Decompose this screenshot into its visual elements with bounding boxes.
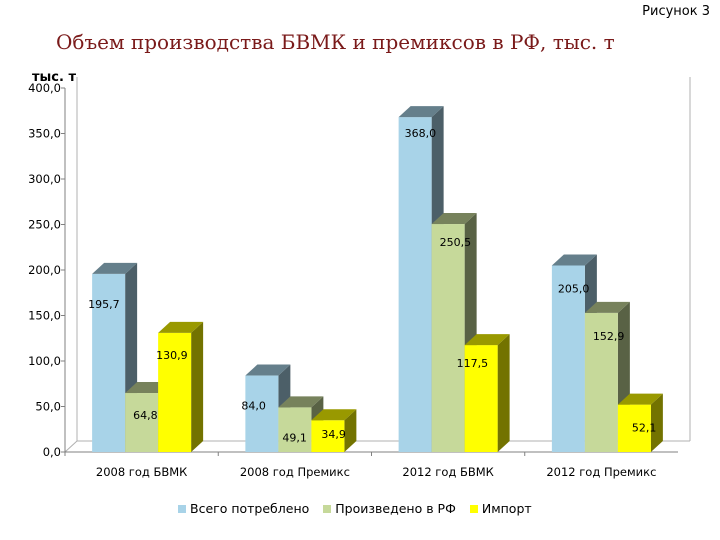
data-label: 205,0 [558,282,590,295]
bar-top-face [92,262,138,274]
bar [125,393,159,452]
bar [158,332,192,452]
y-axis-unit-label: тыс. т [32,70,76,85]
y-tick-label: 50,0 [35,400,61,414]
data-label: 130,9 [156,349,188,362]
data-label: 52,1 [632,422,657,435]
legend-item-produced: Произведено в РФ [323,501,456,516]
legend-label-total: Всего потреблено [190,501,310,516]
legend-item-total: Всего потреблено [178,501,309,516]
bar [92,273,126,452]
y-tick-label: 100,0 [28,354,61,368]
bar-top-face [431,213,477,225]
bar-top-face [617,393,663,405]
y-tick-label: 200,0 [28,263,61,277]
legend-swatch-total [178,504,186,513]
bar [551,265,585,452]
bar [278,407,312,452]
bar [617,404,651,452]
legend-item-import: Импорт [469,501,532,516]
bar-side-face [497,334,510,452]
y-tick-label: 150,0 [28,309,61,323]
floor-left-edge [64,440,78,453]
bar [464,345,498,452]
bar-top-face [158,321,204,333]
data-label: 117,5 [457,357,489,370]
data-label: 64,8 [133,409,158,422]
bar-top-face [311,409,357,421]
bar [245,375,279,452]
legend: Всего потреблено Произведено в РФ Импорт [178,501,546,516]
legend-label-produced: Произведено в РФ [335,501,456,516]
data-label: 152,9 [593,330,625,343]
bar-top-face [398,106,444,118]
bar [584,312,618,452]
legend-swatch-import [469,504,478,513]
bar [431,224,465,452]
y-tick-label: 350,0 [28,127,61,141]
data-label: 195,7 [88,298,120,311]
x-tick-label: 2008 год БВМК [96,465,187,479]
y-tick-label: 300,0 [28,172,61,186]
data-label: 368,0 [405,127,437,140]
x-tick-label: 2012 год БВМК [402,465,493,479]
bar-side-face [650,393,663,452]
bar-side-face [344,409,357,452]
x-tick-label: 2012 год Премикс [546,465,656,479]
data-label: 84,0 [241,400,266,413]
chart-title: Объем производства БВМК и премиксов в РФ… [56,30,615,54]
bar-top-face [245,364,291,376]
figure-label: Рисунок 3 [642,4,710,19]
legend-label-import: Импорт [481,501,532,516]
bar-top-face [584,301,630,313]
bar-top-face [551,254,597,266]
bar-top-face [278,396,324,408]
data-label: 250,5 [440,236,472,249]
y-tick-label: 250,0 [28,218,61,232]
bar-side-face [191,321,204,452]
y-tick-label: 0,0 [43,445,61,459]
bar-top-face [464,334,510,346]
bar [311,420,345,452]
y-tick-label: 400,0 [28,81,61,95]
bar [398,117,432,453]
legend-swatch-produced [323,504,332,513]
x-tick-label: 2008 год Премикс [240,465,350,479]
data-label: 49,1 [282,431,307,444]
data-label: 34,9 [321,428,346,441]
